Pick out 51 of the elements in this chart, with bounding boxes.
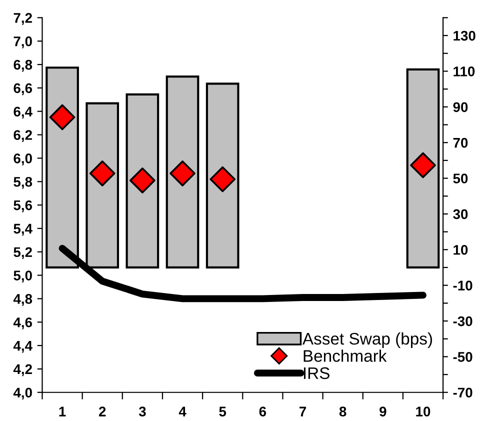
y2-tick-label: 110 [454,66,475,76]
y2-tick-label: -10 [453,280,472,290]
y-tick-label: 6,4 [14,106,32,119]
y-tick-label: 5,6 [14,200,32,212]
x-tick-label: 3 [138,406,146,416]
y2-tick-label: -70 [453,388,472,398]
bar [126,93,160,269]
y-tick-label: 4,2 [13,364,32,376]
y-tick-label: 5,4 [14,224,32,236]
y2-tick-label: 130 [454,30,476,41]
point [170,160,196,186]
y-tick-label: 5,0 [14,270,32,282]
y-tick-label: 4,8 [13,294,32,306]
y2-tick-label: -30 [453,316,472,326]
y-tick-label: 7,0 [14,36,32,48]
y2-tick-label: 30 [453,209,468,220]
x-tick-label: 8 [339,406,346,416]
x-tick-label: 7 [299,406,306,416]
x-tick-label: 2 [98,406,106,416]
legend-label: Benchmark [304,350,387,362]
y-tick-label: 6,8 [14,60,32,72]
y-tick-label: 5,8 [14,176,32,189]
legend-label: Asset Swap (bps) [302,332,432,348]
y-tick-label: 5,2 [14,247,32,260]
x-tick-label: 4 [178,406,186,416]
y2-tick-label: 90 [453,102,468,112]
y-tick-label: 4,4 [13,341,32,353]
x-tick-label: 5 [219,406,226,416]
y-tick-label: 4,6 [13,317,32,330]
point [49,104,76,130]
legend-label: IRS [304,367,330,380]
y-tick-label: 6,0 [14,154,32,166]
y-tick-label: 4,0 [13,388,32,400]
point [210,166,236,192]
point [410,152,436,178]
y-tick-label: 7,2 [14,13,32,25]
point [130,168,156,194]
x-tick-label: 10 [416,406,430,416]
point [89,160,116,186]
y2-tick-label: 70 [453,138,468,148]
x-tick-label: 6 [259,406,266,416]
y2-tick-label: -50 [453,352,472,362]
x-tick-label: 9 [380,406,386,416]
bar [406,68,440,269]
x-tick-label: 1 [59,406,66,416]
y2-tick-label: 50 [453,174,468,184]
bar [166,76,200,269]
y-tick-label: 6,6 [14,83,32,96]
y-tick-label: 6,2 [14,130,32,142]
bar [206,82,240,269]
y2-tick-label: 10 [454,244,468,255]
